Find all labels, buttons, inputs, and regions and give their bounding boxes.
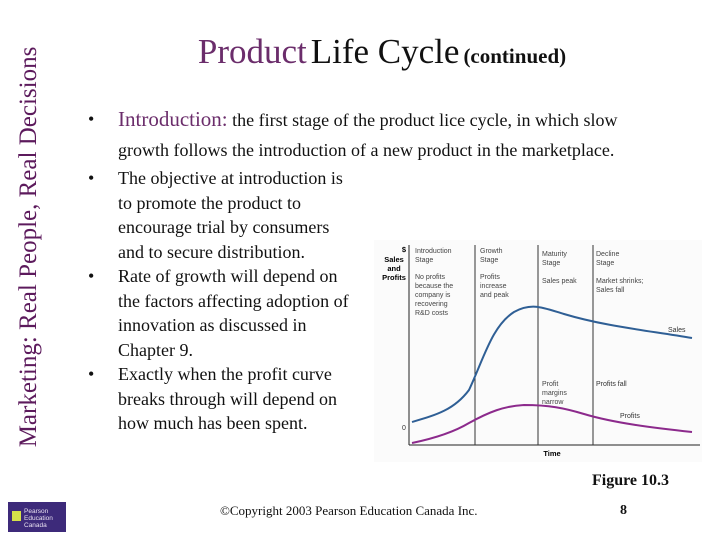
stage-title-decline-line2: Stage bbox=[596, 260, 614, 267]
y-axis-label-and: and bbox=[387, 264, 401, 273]
stage-title-introduction: Introduction bbox=[415, 248, 452, 255]
side-banner-text: Marketing: Real People, Real Decisions bbox=[15, 46, 42, 448]
y-axis-label-dollar: $ bbox=[402, 245, 407, 254]
logo-text-line: Education bbox=[24, 515, 53, 522]
stage-note-decline: Sales fall bbox=[596, 287, 625, 294]
stage-note-growth: and peak bbox=[480, 292, 509, 299]
y-axis-label-sales: Sales bbox=[384, 255, 404, 264]
copyright-notice: ©Copyright 2003 Pearson Education Canada… bbox=[220, 503, 478, 518]
publisher-logo: Pearson Education Canada bbox=[8, 502, 66, 532]
logo-mark-icon bbox=[12, 511, 21, 521]
stage-title-maturity: Maturity bbox=[542, 251, 567, 258]
stage-note-growth: Profits bbox=[480, 274, 500, 281]
intro-text-line2: growth follows the introduction of a new… bbox=[118, 140, 615, 160]
sales-curve-label: Sales bbox=[668, 327, 686, 334]
y-axis-label-profits: Profits bbox=[382, 273, 406, 282]
title-word-life-cycle: Life Cycle bbox=[310, 32, 460, 71]
stage-note-intro: recovering bbox=[415, 301, 448, 308]
bullet-text: Rate of growth will depend on the factor… bbox=[118, 266, 349, 360]
profits-curve-label: Profits bbox=[620, 413, 640, 420]
logo-text: Pearson Education Canada bbox=[24, 508, 53, 529]
bullet-item: • Exactly when the profit curve breaks t… bbox=[88, 362, 358, 436]
stage-note-maturity: Sales peak bbox=[542, 278, 577, 285]
intro-definition: • Introduction: the first stage of the p… bbox=[88, 104, 698, 165]
bullet-text: Exactly when the profit curve breaks thr… bbox=[118, 364, 337, 433]
profit-margins-label: narrow bbox=[542, 399, 564, 406]
side-banner: Marketing: Real People, Real Decisions bbox=[0, 0, 58, 495]
bullet-icon: • bbox=[88, 168, 95, 188]
stage-title-growth-line2: Stage bbox=[480, 257, 498, 264]
zero-label: 0 bbox=[402, 425, 406, 432]
stage-note-intro: company is bbox=[415, 292, 451, 299]
life-cycle-diagram: $ Sales and Profits 0 Time Introduction … bbox=[382, 245, 700, 458]
profits-fall-label: Profits fall bbox=[596, 381, 627, 388]
bullet-list: • The objective at introduction is to pr… bbox=[88, 166, 358, 436]
profits-curve bbox=[411, 403, 693, 444]
stage-note-decline: Market shrinks; bbox=[596, 278, 644, 285]
product-life-cycle-figure: $ Sales and Profits 0 Time Introduction … bbox=[374, 240, 702, 462]
bullet-text: The objective at introduction is to prom… bbox=[118, 168, 343, 262]
bullet-icon: • bbox=[88, 364, 95, 384]
title-suffix: (continued) bbox=[463, 44, 567, 68]
stage-title-decline: Decline bbox=[596, 251, 619, 258]
stage-title-introduction-line2: Stage bbox=[415, 257, 433, 264]
intro-text-line1: the first stage of the product lice cycl… bbox=[232, 110, 618, 130]
stage-note-intro: No profits bbox=[415, 274, 445, 281]
logo-text-line: Canada bbox=[24, 522, 47, 529]
slide-title: Product Life Cycle (continued) bbox=[22, 32, 720, 72]
logo-text-line: Pearson bbox=[24, 508, 49, 515]
bullet-icon: • bbox=[88, 266, 95, 286]
stage-note-intro: R&D costs bbox=[415, 310, 449, 317]
figure-caption: Figure 10.3 bbox=[592, 472, 670, 489]
stage-note-growth: increase bbox=[480, 283, 507, 290]
stage-title-growth: Growth bbox=[480, 248, 503, 255]
stage-note-intro: because the bbox=[415, 283, 453, 290]
sales-curve bbox=[411, 305, 693, 423]
bullet-icon: • bbox=[88, 109, 95, 129]
x-axis-label: Time bbox=[543, 449, 560, 458]
stage-title-maturity-line2: Stage bbox=[542, 260, 560, 267]
profit-margins-label: Profit bbox=[542, 381, 558, 388]
bullet-item: • Rate of growth will depend on the fact… bbox=[88, 264, 358, 362]
page-number: 8 bbox=[620, 503, 627, 518]
profit-margins-label: margins bbox=[542, 390, 567, 397]
intro-label: Introduction: bbox=[118, 107, 228, 131]
title-word-product: Product bbox=[197, 32, 307, 71]
bullet-item: • The objective at introduction is to pr… bbox=[88, 166, 358, 264]
